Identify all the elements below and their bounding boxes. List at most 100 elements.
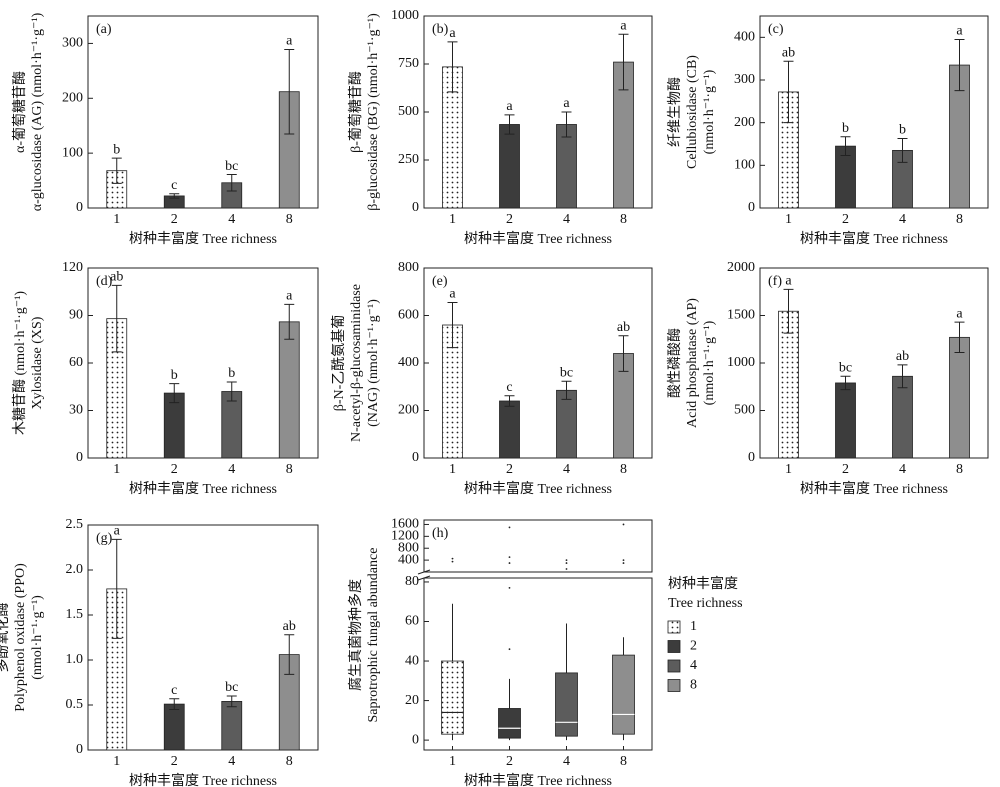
x-tick-label: 4	[228, 212, 235, 227]
error-bar	[840, 136, 851, 157]
legend-label: 8	[690, 678, 697, 693]
significance-letter: ab	[782, 45, 795, 60]
panel-label: (a)	[96, 22, 112, 37]
y-tick-label: 0	[412, 450, 419, 465]
significance-letter: a	[449, 26, 456, 41]
y-tick-label: 2.0	[66, 562, 84, 577]
panel-label: (f)	[768, 274, 782, 289]
significance-letter: a	[506, 99, 513, 114]
y-tick-label: 500	[398, 104, 419, 119]
y-axis-label: 腐生真菌物种多度	[347, 579, 364, 691]
outlier	[508, 562, 511, 564]
outlier	[508, 586, 511, 589]
y-tick-label: 800	[398, 540, 419, 555]
box	[441, 660, 464, 735]
error-bar	[561, 111, 572, 138]
x-axis-label: 树种丰富度 Tree richness	[464, 480, 612, 497]
bar	[499, 124, 520, 209]
error-bar	[111, 157, 122, 184]
x-tick-label: 2	[842, 212, 849, 227]
x-tick-label: 8	[956, 462, 963, 477]
x-axis-label: 树种丰富度 Tree richness	[129, 230, 277, 247]
y-tick-label: 60	[69, 355, 83, 370]
y-axis-label: (nmol·h⁻¹·g⁻¹)	[702, 69, 717, 154]
significance-letter: a	[563, 96, 570, 111]
error-bar	[226, 174, 237, 192]
y-tick-label: 0	[76, 450, 83, 465]
y-axis-label: (nmol·h⁻¹·g⁻¹)	[30, 595, 45, 680]
bar	[163, 703, 185, 751]
plot-frame	[759, 15, 989, 209]
significance-letter: b	[899, 123, 906, 138]
y-tick-label: 1000	[727, 355, 755, 370]
legend-swatch	[667, 620, 681, 634]
plot-frame	[423, 577, 653, 751]
panel-label: (b)	[432, 22, 449, 37]
x-axis-label: 树种丰富度 Tree richness	[464, 230, 612, 247]
y-axis-label: Acid phosphatase (AP)	[685, 298, 700, 428]
error-bar	[447, 301, 458, 349]
y-axis-label: Polyphenol oxidase (PPO)	[13, 563, 28, 712]
error-bar	[504, 395, 515, 407]
error-bar	[111, 284, 122, 353]
significance-letter: b	[171, 368, 178, 383]
x-tick-label: 8	[286, 212, 293, 227]
x-tick-label: 4	[563, 754, 570, 769]
error-bar	[169, 383, 180, 404]
y-tick-label: 2.5	[66, 517, 84, 532]
legend-swatch	[667, 640, 681, 653]
significance-letter: ab	[617, 320, 630, 335]
y-tick-label: 1200	[391, 529, 419, 544]
x-tick-label: 4	[563, 212, 570, 227]
x-tick-label: 4	[563, 462, 570, 477]
error-bar	[618, 335, 629, 372]
x-tick-label: 2	[171, 462, 178, 477]
panel-label: (d)	[96, 274, 113, 289]
error-bar	[284, 303, 295, 340]
error-bar	[226, 381, 237, 402]
x-axis-label: 树种丰富度 Tree richness	[464, 772, 612, 787]
error-bar	[954, 38, 965, 92]
significance-letter: ab	[283, 619, 296, 634]
bar	[221, 701, 243, 751]
bar	[949, 336, 970, 459]
panel-label: (c)	[768, 22, 784, 37]
box	[555, 672, 578, 737]
error-bar	[840, 375, 851, 391]
x-tick-label: 1	[785, 462, 792, 477]
x-tick-label: 8	[286, 462, 293, 477]
y-tick-label: 0	[412, 200, 419, 215]
x-tick-label: 1	[449, 754, 456, 769]
bar	[892, 375, 913, 459]
significance-letter: bc	[225, 680, 238, 695]
x-tick-label: 4	[899, 462, 906, 477]
legend-label: 1	[690, 619, 697, 634]
y-tick-label: 0	[76, 742, 83, 757]
outlier	[508, 556, 511, 559]
x-tick-label: 2	[171, 754, 178, 769]
y-tick-label: 200	[734, 115, 755, 130]
y-axis-label: β-glucosidase (BG) (nmol·h⁻¹·g⁻¹)	[366, 13, 381, 211]
y-tick-label: 0	[748, 450, 755, 465]
x-tick-label: 8	[620, 462, 627, 477]
y-tick-label: 40	[405, 653, 419, 668]
significance-letter: a	[114, 524, 121, 539]
x-tick-label: 1	[113, 754, 120, 769]
panel-label: (e)	[432, 274, 448, 289]
x-tick-label: 1	[113, 212, 120, 227]
y-axis-label: 木糖苷酶 (nmol·h⁻¹·g⁻¹)	[12, 291, 28, 435]
y-tick-label: 1600	[391, 517, 419, 532]
bar	[499, 400, 520, 459]
x-tick-label: 2	[506, 462, 513, 477]
y-tick-label: 100	[62, 145, 83, 160]
y-tick-label: 90	[69, 308, 83, 323]
x-tick-label: 1	[113, 462, 120, 477]
y-tick-label: 100	[734, 158, 755, 173]
significance-letter: c	[171, 178, 177, 193]
x-tick-label: 8	[620, 754, 627, 769]
outlier	[622, 523, 625, 526]
y-axis-label: α-葡萄糖苷酶	[12, 71, 28, 153]
significance-letter: a	[956, 306, 963, 321]
